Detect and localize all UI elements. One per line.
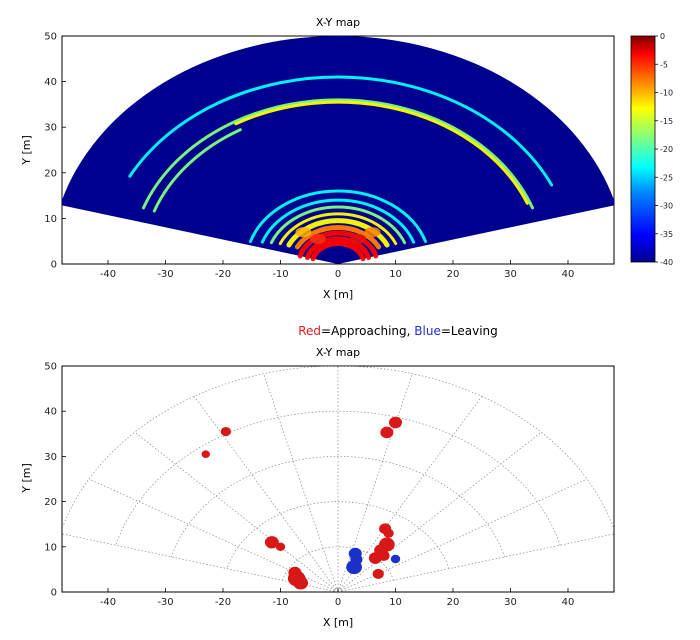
top-x-tick-label: 0 (335, 269, 341, 280)
legend-red-label: Red (298, 324, 321, 338)
scatter-points (201, 416, 402, 590)
top-arc-layer (128, 75, 554, 262)
top-x-tick-label: -40 (100, 269, 116, 280)
heatmap-arc (304, 236, 372, 261)
bottom-y-tick-label: 10 (44, 542, 57, 553)
approaching-point (264, 536, 279, 549)
top-chart: X-Y map -40 -30 -20 -10 0 10 20 30 40 0 10 20 30 40 5… (20, 16, 673, 301)
heatmap-blob (364, 227, 381, 238)
bottom-y-tick-label: 0 (51, 588, 57, 599)
colorbar-tick-label: -20 (660, 145, 673, 154)
top-y-tick-label: 50 (44, 32, 57, 43)
top-y-tick-label: 0 (51, 260, 57, 271)
bottom-y-axis-label: Y [m] (20, 463, 33, 494)
top-x-tick-label: -20 (215, 269, 231, 280)
bottom-y-ticks: 0 10 20 30 40 50 (44, 362, 66, 599)
top-heatmap-fan (62, 36, 614, 264)
bottom-chart-title: X-Y map (316, 346, 360, 359)
heatmap-arc (260, 198, 416, 244)
bottom-x-ticks: -40 -30 -20 -10 0 10 20 30 40 (100, 588, 575, 608)
heatmap-arc (278, 212, 398, 246)
legend-blue-desc: =Leaving (441, 324, 498, 338)
bottom-y-tick-label: 30 (44, 452, 57, 463)
bottom-y-tick-label: 50 (44, 362, 57, 373)
top-y-tick-label: 30 (44, 123, 57, 134)
top-x-tick-label: 40 (562, 269, 575, 280)
polar-grid (62, 366, 614, 592)
bottom-x-tick-label: 40 (562, 597, 575, 608)
polar-grid-spoke (134, 431, 339, 592)
legend-text: Red=Approaching, Blue=Leaving (298, 324, 498, 338)
legend-blue-label: Blue (414, 324, 441, 338)
bottom-x-tick-label: -20 (215, 597, 231, 608)
approaching-point (380, 426, 394, 439)
top-x-tick-label: 10 (389, 269, 402, 280)
top-near-blobs (295, 227, 381, 244)
top-y-tick-label: 40 (44, 77, 57, 88)
colorbar-tick-label: -15 (660, 117, 673, 126)
top-x-tick-label: -10 (272, 269, 288, 280)
heatmap-blob (309, 233, 326, 244)
top-x-axis-label: X [m] (323, 288, 353, 301)
heatmap-arc (294, 225, 382, 250)
approaching-point (275, 542, 286, 551)
bottom-y-tick-label: 20 (44, 497, 57, 508)
polar-grid-arc (171, 456, 505, 558)
approaching-point (293, 576, 309, 590)
approaching-point (378, 550, 390, 561)
bottom-x-tick-label: 0 (335, 597, 341, 608)
approaching-point (389, 416, 402, 429)
bottom-x-tick-label: 30 (504, 597, 517, 608)
heatmap-blob (350, 233, 367, 244)
legend-red-desc: =Approaching, (321, 324, 414, 338)
colorbar (630, 35, 656, 263)
bottom-chart: Red=Approaching, Blue=Leaving X-Y map -4… (20, 324, 615, 629)
top-y-ticks: 0 10 20 30 40 50 (44, 32, 66, 271)
polar-grid-spoke (337, 431, 542, 592)
colorbar-ticks: 0 -5 -10 -15 -20 -25 -30 -35 -40 (655, 32, 673, 267)
top-y-tick-label: 10 (44, 214, 57, 225)
heatmap-arc (234, 100, 529, 205)
heatmap-arc (269, 205, 407, 245)
bottom-x-tick-label: -30 (157, 597, 173, 608)
heatmap-arc (152, 128, 242, 213)
bottom-x-tick-label: -10 (272, 597, 288, 608)
heatmap-arc (141, 98, 535, 210)
leaving-point (346, 560, 362, 575)
bottom-x-axis-label: X [m] (323, 616, 353, 629)
top-y-axis-label: Y [m] (20, 135, 33, 166)
bottom-x-tick-label: -40 (100, 597, 116, 608)
heatmap-arc (249, 189, 427, 243)
colorbar-tick-label: -5 (660, 60, 668, 69)
top-chart-title: X-Y map (316, 16, 360, 29)
colorbar-tick-label: -10 (660, 89, 673, 98)
colorbar-tick-label: -30 (660, 202, 673, 211)
bottom-x-tick-label: 20 (447, 597, 460, 608)
leaving-point (390, 554, 401, 564)
top-y-tick-label: 20 (44, 168, 57, 179)
heatmap-arc (128, 75, 554, 187)
bottom-plot-area (62, 366, 614, 592)
colorbar-tick-label: -35 (660, 230, 673, 239)
colorbar-tick-label: -25 (660, 173, 673, 182)
bottom-x-tick-label: 10 (389, 597, 402, 608)
top-x-ticks: -40 -30 -20 -10 0 10 20 30 40 (100, 260, 575, 280)
colorbar-tick-label: -40 (660, 258, 673, 267)
approaching-point (372, 568, 384, 579)
heatmap-arc (310, 240, 366, 262)
approaching-point (220, 426, 232, 437)
top-x-tick-label: 20 (447, 269, 460, 280)
top-x-tick-label: -30 (157, 269, 173, 280)
top-plot-area (62, 36, 614, 264)
heatmap-blob (295, 227, 312, 238)
heatmap-arc (297, 230, 379, 259)
approaching-point (201, 450, 210, 458)
bottom-y-tick-label: 40 (44, 407, 57, 418)
approaching-point (383, 528, 394, 538)
colorbar-tick-label: 0 (660, 32, 665, 41)
polar-grid-arc (226, 501, 450, 569)
top-x-tick-label: 30 (504, 269, 517, 280)
